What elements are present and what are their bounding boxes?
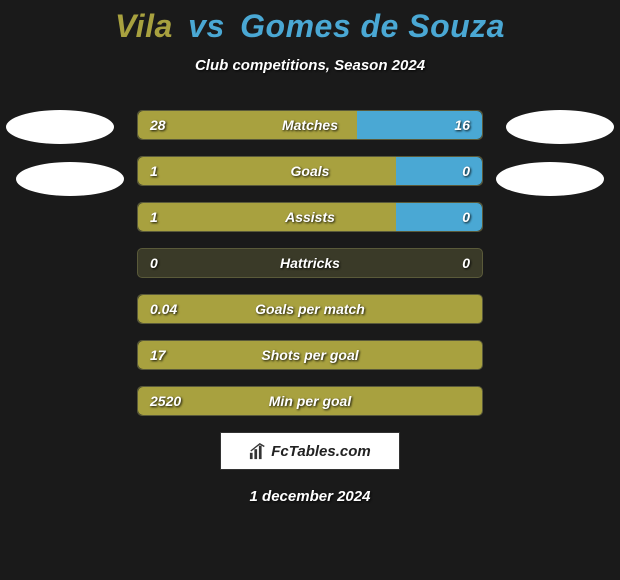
stat-bar-row: 0.04 Goals per match	[137, 294, 483, 324]
avatar-placeholder-right-1	[506, 110, 614, 144]
vs-text: vs	[182, 8, 231, 44]
bar-left-fill	[138, 157, 396, 185]
subtitle: Club competitions, Season 2024	[0, 57, 620, 74]
bar-value-left: 28	[150, 117, 166, 133]
header: Vila vs Gomes de Souza Club competitions…	[0, 0, 620, 74]
bar-label: Shots per goal	[261, 347, 358, 363]
comparison-title: Vila vs Gomes de Souza	[0, 8, 620, 45]
bar-left-fill	[138, 203, 396, 231]
bar-label: Hattricks	[280, 255, 340, 271]
chart-icon	[249, 442, 267, 460]
avatar-placeholder-right-2	[496, 162, 604, 196]
player-right-name: Gomes de Souza	[240, 8, 505, 44]
bar-value-right: 0	[462, 209, 470, 225]
bar-label: Goals	[291, 163, 330, 179]
bar-value-right: 0	[462, 163, 470, 179]
stat-bar-row: 1 0 Assists	[137, 202, 483, 232]
footer-date: 1 december 2024	[0, 488, 620, 505]
stat-bar-row: 0 0 Hattricks	[137, 248, 483, 278]
stat-bar-row: 28 16 Matches	[137, 110, 483, 140]
bar-label: Assists	[285, 209, 335, 225]
stat-bar-row: 17 Shots per goal	[137, 340, 483, 370]
bar-value-left: 17	[150, 347, 166, 363]
bar-label: Goals per match	[255, 301, 365, 317]
bar-label: Matches	[282, 117, 338, 133]
stat-bar-row: 1 0 Goals	[137, 156, 483, 186]
bar-value-left: 1	[150, 209, 158, 225]
stat-bar-row: 2520 Min per goal	[137, 386, 483, 416]
player-left-name: Vila	[115, 8, 173, 44]
logo-box: FcTables.com	[220, 432, 400, 470]
bar-value-left: 0.04	[150, 301, 177, 317]
bar-value-right: 0	[462, 255, 470, 271]
stat-bars: 28 16 Matches 1 0 Goals 1 0 Assists 0 0 Hattricks 0.…	[137, 110, 483, 416]
bar-label: Min per goal	[269, 393, 351, 409]
content-area: 28 16 Matches 1 0 Goals 1 0 Assists 0 0 Hattricks 0.…	[0, 110, 620, 505]
bar-value-left: 1	[150, 163, 158, 179]
logo-text: FcTables.com	[271, 443, 370, 460]
avatar-placeholder-left-1	[6, 110, 114, 144]
bar-value-right: 16	[454, 117, 470, 133]
bar-value-left: 0	[150, 255, 158, 271]
avatar-placeholder-left-2	[16, 162, 124, 196]
bar-value-left: 2520	[150, 393, 181, 409]
